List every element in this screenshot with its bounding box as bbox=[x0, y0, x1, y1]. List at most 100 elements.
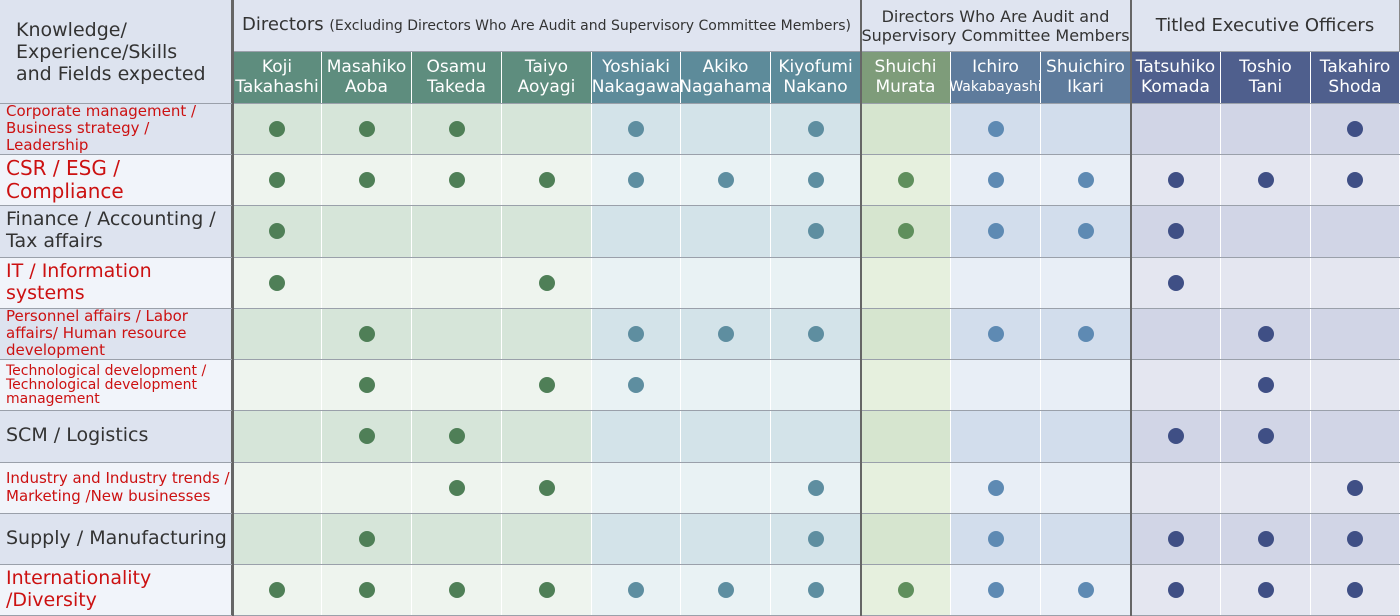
last-name: Takahashi bbox=[235, 77, 319, 97]
row-label: Supply / Manufacturing bbox=[0, 513, 233, 564]
skill-dot-icon bbox=[717, 171, 734, 188]
column-header-name: Koji Takahashi bbox=[235, 57, 319, 97]
last-name: Tani bbox=[1248, 77, 1283, 97]
first-name: Shuichiro bbox=[1046, 57, 1125, 77]
row-label-text: Technological development / Technologica… bbox=[6, 362, 207, 407]
column-header-name: Taiyo Aoyagi bbox=[518, 57, 576, 97]
matrix-cell bbox=[951, 103, 1041, 154]
corner-header: Knowledge/ Experience/Skills and Fields … bbox=[0, 0, 233, 103]
matrix-cell bbox=[322, 154, 412, 205]
matrix-cell bbox=[1221, 564, 1311, 616]
matrix-cell bbox=[1311, 513, 1400, 564]
column-header-name: Yoshiaki Nakagawa bbox=[592, 57, 681, 97]
row-divider bbox=[0, 564, 1400, 565]
row-divider bbox=[0, 154, 1400, 155]
last-name: Aoyagi bbox=[517, 77, 576, 97]
skill-dot-icon bbox=[807, 120, 824, 137]
first-name: Akiko bbox=[702, 57, 749, 77]
column-header-name: Osamu Takeda bbox=[427, 57, 487, 97]
group-divider bbox=[860, 0, 862, 616]
matrix-cell bbox=[1131, 103, 1221, 154]
skill-dot-icon bbox=[897, 223, 914, 239]
matrix-cell bbox=[1221, 359, 1311, 410]
matrix-cell bbox=[1311, 257, 1400, 308]
matrix-cell bbox=[322, 308, 412, 359]
matrix-cell bbox=[502, 103, 592, 154]
matrix-cell bbox=[951, 205, 1041, 257]
matrix-cell bbox=[502, 308, 592, 359]
group-header-2: Titled Executive Officers bbox=[1131, 0, 1400, 51]
group-title: Titled Executive Officers bbox=[1155, 15, 1375, 36]
matrix-cell bbox=[1131, 462, 1221, 513]
first-name: Osamu bbox=[426, 57, 487, 77]
matrix-cell bbox=[412, 308, 502, 359]
matrix-cell bbox=[1311, 462, 1400, 513]
skill-dot-icon bbox=[538, 479, 555, 496]
skill-dot-icon bbox=[1167, 582, 1184, 598]
skill-dot-icon bbox=[358, 530, 375, 547]
column-header-shoda: Takahiro Shoda bbox=[1311, 51, 1400, 103]
matrix-cell bbox=[771, 205, 861, 257]
skill-dot-icon bbox=[807, 530, 824, 547]
row-divider bbox=[0, 103, 1400, 104]
skill-dot-icon bbox=[628, 376, 644, 393]
matrix-cell bbox=[861, 462, 951, 513]
skill-dot-icon bbox=[987, 325, 1004, 342]
matrix-cell bbox=[412, 513, 502, 564]
matrix-cell bbox=[1041, 257, 1131, 308]
matrix-cell bbox=[233, 564, 322, 616]
matrix-cell bbox=[861, 257, 951, 308]
matrix-cell bbox=[951, 359, 1041, 410]
row-divider bbox=[0, 308, 1400, 309]
column-header-nagahama: Akiko Nagahama bbox=[679, 51, 772, 103]
row-label-text: SCM / Logistics bbox=[6, 424, 149, 447]
column-header-name: Masahiko Aoba bbox=[327, 57, 407, 97]
skill-dot-icon bbox=[358, 171, 375, 188]
matrix-cell bbox=[951, 462, 1041, 513]
skill-dot-icon bbox=[358, 582, 375, 598]
matrix-cell bbox=[233, 513, 322, 564]
row-label-text: Finance / Accounting / Tax affairs bbox=[6, 208, 216, 252]
group-header-text: Titled Executive Officers bbox=[1156, 16, 1374, 35]
skill-dot-icon bbox=[987, 479, 1004, 496]
matrix-cell bbox=[322, 205, 412, 257]
skill-dot-icon bbox=[1167, 428, 1184, 444]
column-header-murata: Shuichi Murata bbox=[861, 51, 951, 103]
skill-dot-icon bbox=[807, 171, 824, 188]
matrix-cell bbox=[1221, 513, 1311, 564]
skill-dot-icon bbox=[1347, 582, 1363, 598]
matrix-cell bbox=[592, 410, 681, 462]
row-divider bbox=[0, 462, 1400, 463]
matrix-cell bbox=[322, 410, 412, 462]
row-label: Personnel affairs / Labor affairs/ Human… bbox=[0, 307, 233, 359]
row-label: Internationality /Diversity bbox=[0, 564, 233, 616]
skill-dot-icon bbox=[538, 376, 555, 393]
row-divider bbox=[0, 410, 1400, 411]
group-divider bbox=[232, 0, 234, 616]
row-label-text: Internationality /Diversity bbox=[6, 567, 152, 611]
matrix-cell bbox=[681, 462, 771, 513]
matrix-cell bbox=[681, 359, 771, 410]
matrix-cell bbox=[1311, 564, 1400, 616]
matrix-cell bbox=[771, 564, 861, 616]
row-divider bbox=[0, 513, 1400, 514]
group-title: Directors bbox=[241, 14, 324, 35]
skill-dot-icon bbox=[448, 582, 465, 598]
skill-dot-icon bbox=[1257, 376, 1274, 393]
group-divider bbox=[1130, 0, 1132, 616]
matrix-cell bbox=[1311, 154, 1400, 205]
matrix-cell bbox=[592, 564, 681, 616]
last-name: Murata bbox=[875, 77, 936, 97]
corner-line-2: Experience/Skills bbox=[16, 40, 178, 63]
matrix-cell bbox=[502, 513, 592, 564]
matrix-cell bbox=[502, 462, 592, 513]
column-header-name: Shuichi Murata bbox=[875, 57, 937, 97]
skill-dot-icon bbox=[807, 479, 824, 496]
skill-dot-icon bbox=[1257, 530, 1274, 547]
matrix-cell bbox=[592, 103, 681, 154]
matrix-cell bbox=[233, 103, 322, 154]
last-name: Ikari bbox=[1067, 77, 1104, 97]
first-name: Tatsuhiko bbox=[1135, 57, 1216, 77]
column-header-wakabayashi: Ichiro Wakabayashi bbox=[949, 51, 1042, 103]
row-label: IT / Information systems bbox=[0, 257, 233, 308]
